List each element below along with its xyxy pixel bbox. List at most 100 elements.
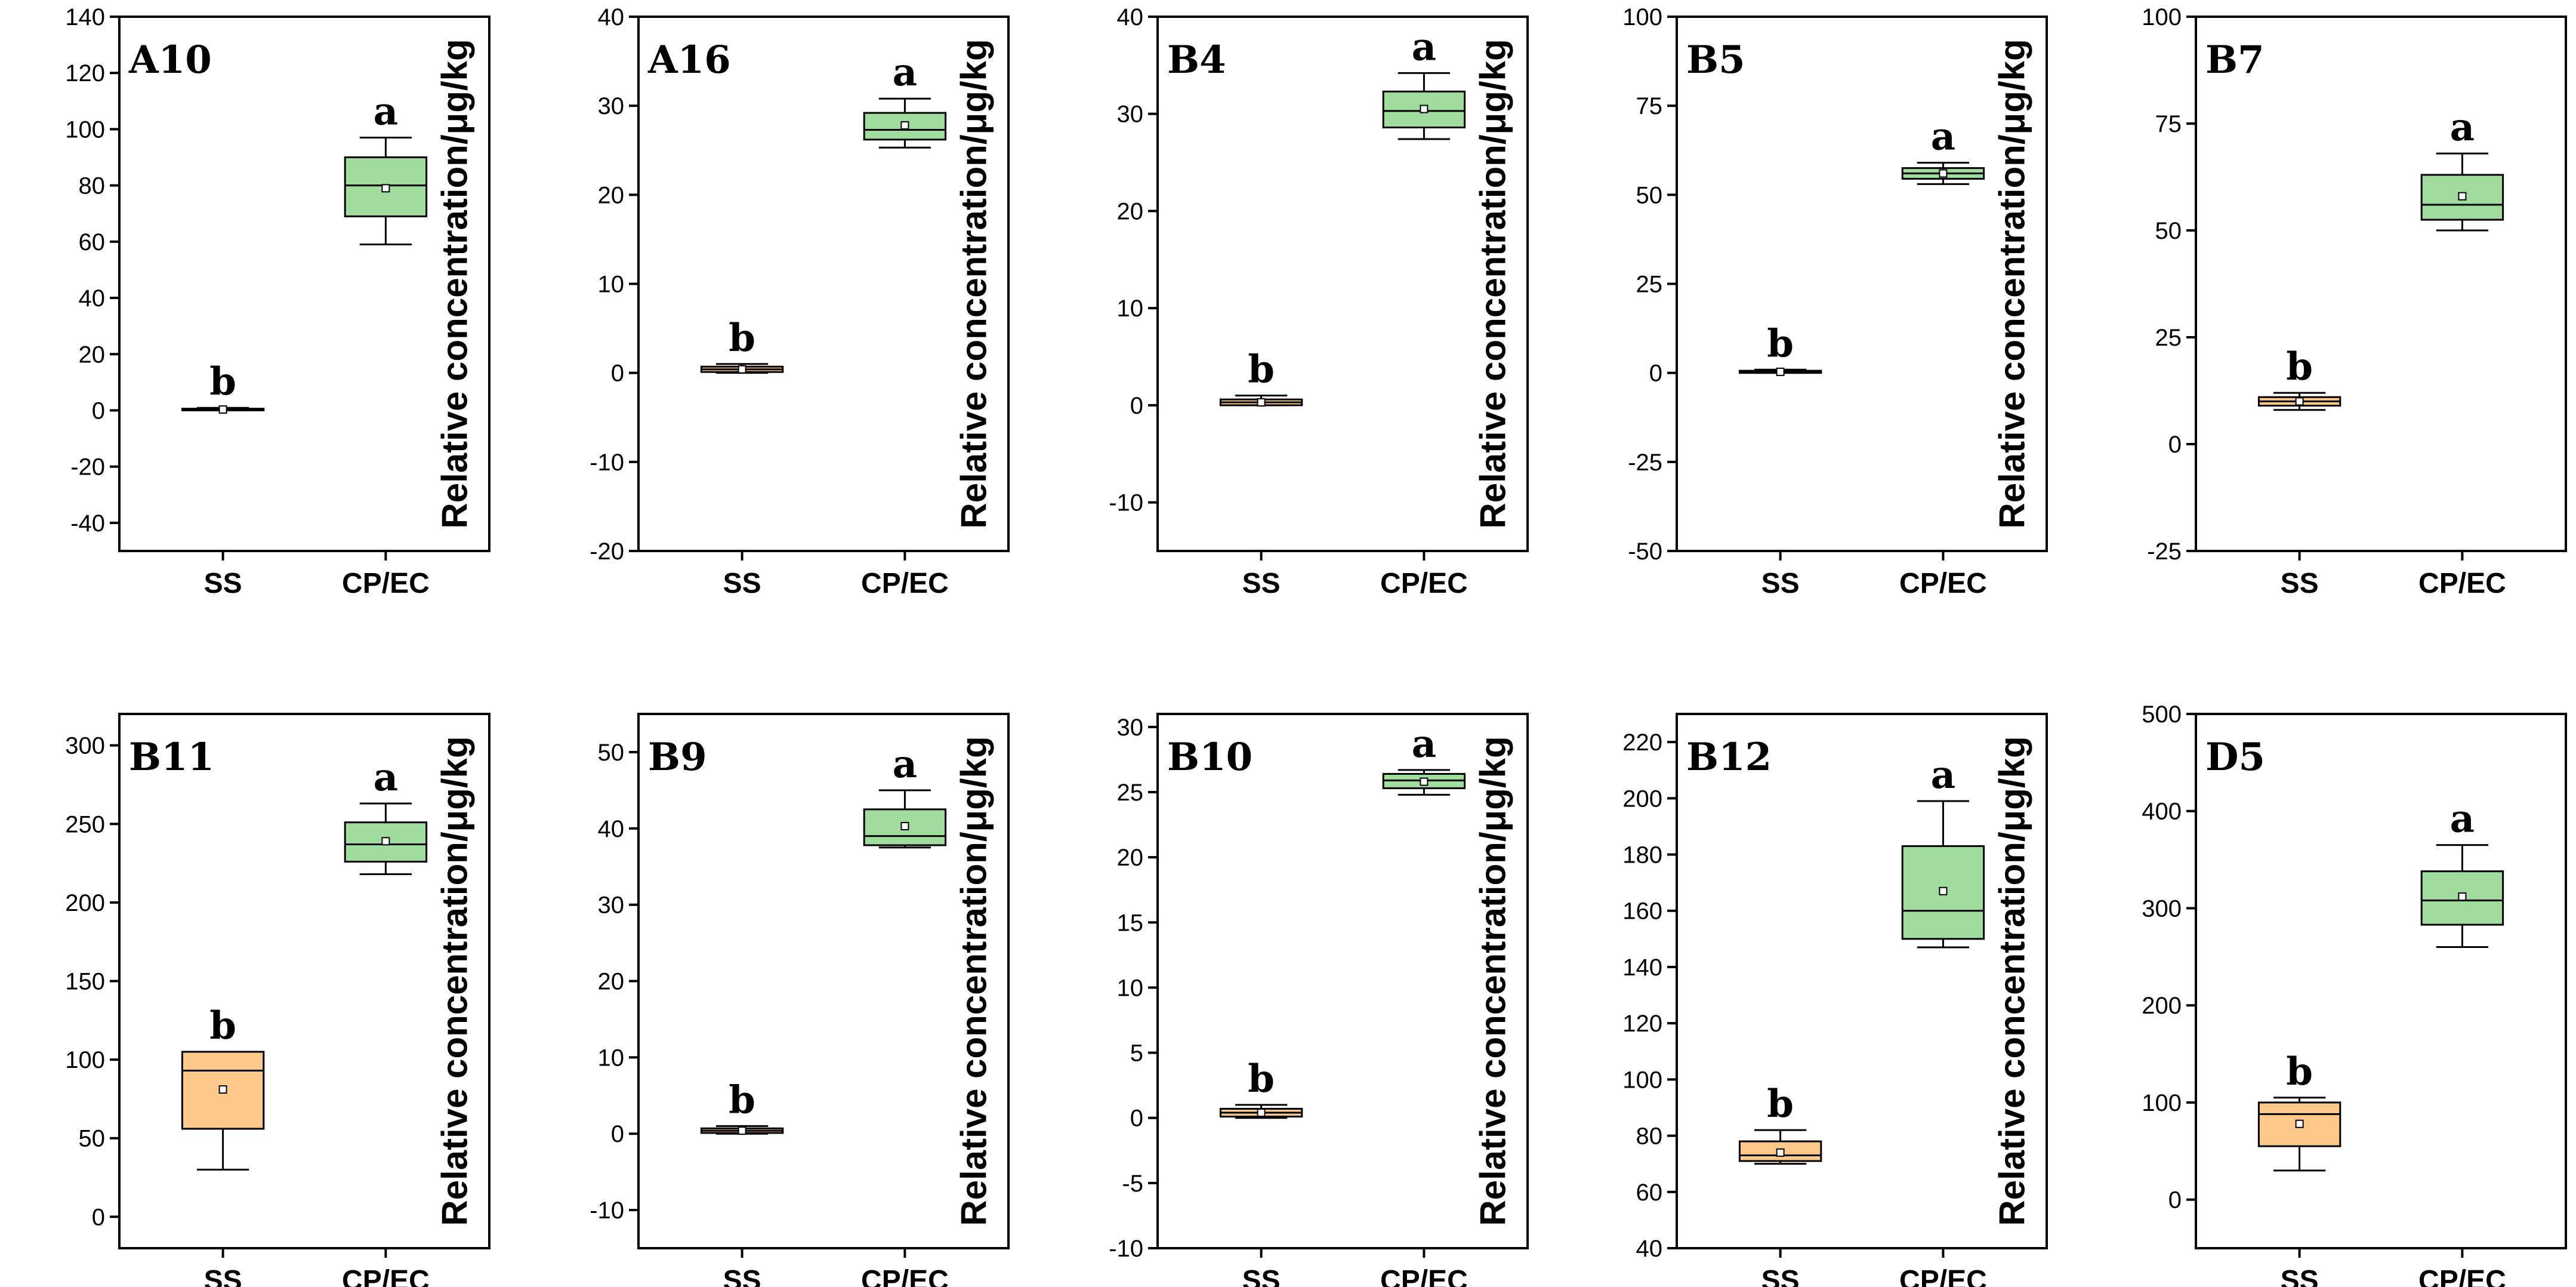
y-tick-label: 75	[1636, 93, 1663, 119]
mean-marker	[1776, 367, 1785, 376]
significance-letter: b	[729, 1077, 755, 1122]
y-tick-label: -25	[2147, 538, 2182, 565]
plot-frame	[637, 713, 1010, 1249]
y-tick-label: 400	[2142, 799, 2182, 825]
plot-frame	[637, 16, 1010, 552]
y-tick-label: 40	[79, 285, 106, 312]
significance-letter: b	[209, 1003, 236, 1048]
mean-marker	[1776, 1148, 1785, 1157]
mean-marker	[381, 184, 390, 193]
y-tick-label: 25	[1117, 780, 1144, 806]
y-tick-label: 75	[2155, 111, 2182, 137]
x-tick-label: SS	[204, 568, 242, 599]
y-axis-label: Relative concentration/μg/kg	[1992, 736, 2032, 1226]
plot-frame	[1676, 713, 2048, 1249]
chart-panel-a10: -40 -20 0 20 40 60 80 100 120 140 Relative concent…	[65, 4, 490, 599]
y-tick-label: 180	[1622, 842, 1662, 869]
x-tick-label: SS	[2281, 1265, 2319, 1287]
mean-marker	[900, 821, 909, 830]
y-tick-label: 250	[65, 811, 105, 838]
y-tick-label: 0	[1130, 393, 1143, 419]
y-tick-label: 100	[65, 116, 105, 143]
x-tick-label: SS	[1761, 1265, 1800, 1287]
y-tick-label: 20	[1117, 198, 1144, 224]
y-axis-label: Relative concentration/μg/kg	[954, 39, 994, 528]
y-tick-label: 15	[1117, 910, 1144, 936]
y-tick-label: 10	[1117, 295, 1144, 322]
x-tick-label: SS	[723, 1265, 761, 1287]
x-tick-label: SS	[1242, 1265, 1281, 1287]
chart-panel-b11: 0 50 100 150 200 250 300 Relative concentration…	[65, 713, 490, 1287]
y-tick-label: 40	[598, 4, 625, 30]
chart-panel-b10: -10 -5 0 5 10 15 20 25 30 Relative concentration/…	[954, 713, 1529, 1287]
x-tick-label: CP/EC	[2418, 568, 2506, 599]
y-tick-label: -10	[1109, 490, 1143, 516]
significance-letter: a	[374, 755, 398, 800]
chart-title: A16	[647, 38, 731, 82]
mean-marker	[1257, 1108, 1266, 1117]
y-tick-label: 50	[79, 1126, 106, 1152]
y-tick-label: 40	[598, 816, 625, 842]
y-tick-label: -10	[590, 449, 624, 476]
y-tick-label: 200	[2142, 993, 2182, 1019]
x-tick-label: CP/EC	[1899, 1265, 1987, 1287]
y-tick-label: 10	[598, 272, 625, 298]
significance-letter: a	[1931, 115, 1955, 159]
y-tick-label: 0	[92, 398, 105, 424]
mean-marker	[900, 121, 909, 130]
plot-frame	[2195, 713, 2567, 1249]
y-axis-label: Relative concentration/μg/kg	[435, 736, 475, 1226]
y-tick-label: 160	[1622, 898, 1662, 925]
y-tick-label: -20	[590, 538, 624, 565]
y-tick-label: 20	[79, 341, 106, 368]
mean-marker	[1420, 104, 1429, 113]
significance-letter: a	[1931, 753, 1955, 798]
chart-panel-b7: -25 0 25 50 75 100 Relative concentration/μg/k…	[1992, 4, 2567, 599]
x-tick-label: CP/EC	[1899, 568, 1987, 599]
y-tick-label: 0	[611, 1121, 624, 1147]
significance-letter: b	[2286, 344, 2313, 389]
chart-panel-a16: -20 -10 0 10 20 30 40 Relative concentration/μg…	[435, 4, 1010, 599]
mean-marker	[2295, 397, 2304, 406]
chart-panel-d5: 0 100 200 300 400 500 Relative concentration/μ…	[1992, 701, 2567, 1287]
x-tick-label: CP/EC	[2418, 1265, 2506, 1287]
y-tick-label: 30	[598, 93, 625, 119]
significance-letter: b	[209, 359, 236, 404]
y-tick-label: -40	[70, 510, 105, 537]
y-tick-label: 0	[2168, 432, 2182, 458]
y-tick-label: 20	[598, 182, 625, 208]
y-tick-label: 30	[598, 892, 625, 919]
chart-title: D5	[2205, 735, 2265, 780]
chart-panel-b12: 40 60 80 100 120 140 160 180 200 220 Relative conc…	[1473, 713, 2048, 1287]
y-axis-label: Relative concentration/μg/kg	[1473, 39, 1513, 528]
chart-title: B9	[648, 735, 707, 780]
y-tick-label: 140	[1622, 955, 1662, 981]
y-tick-label: 120	[1622, 1011, 1662, 1037]
significance-letter: b	[729, 316, 755, 361]
mean-marker	[381, 837, 390, 846]
y-tick-label: -10	[1109, 1236, 1143, 1262]
chart-panel-b9: -10 0 10 20 30 40 50 Relative concentration/μg/…	[435, 713, 1010, 1287]
y-tick-label: 50	[2155, 218, 2182, 244]
chart-title: B11	[129, 735, 214, 780]
y-tick-label: 40	[1636, 1236, 1663, 1262]
significance-letter: a	[1412, 24, 1436, 69]
plot-frame	[2195, 16, 2567, 552]
plot-frame	[1676, 16, 2048, 552]
significance-letter: b	[1767, 321, 1794, 366]
y-tick-label: 10	[1117, 975, 1144, 1001]
chart-title: B5	[1686, 38, 1745, 82]
x-tick-label: SS	[2281, 568, 2319, 599]
y-tick-label: 100	[2142, 1090, 2182, 1116]
x-tick-label: SS	[1242, 568, 1281, 599]
y-tick-label: 25	[1636, 272, 1663, 298]
y-tick-label: 100	[1622, 1067, 1662, 1093]
x-tick-label: CP/EC	[1380, 568, 1468, 599]
x-tick-label: CP/EC	[342, 568, 430, 599]
y-tick-label: 0	[2168, 1187, 2182, 1214]
y-axis-label: Relative concentration/μg/kg	[954, 736, 994, 1226]
x-tick-label: CP/EC	[1380, 1265, 1468, 1287]
plot-frame	[1156, 713, 1529, 1249]
mean-marker	[738, 365, 746, 374]
